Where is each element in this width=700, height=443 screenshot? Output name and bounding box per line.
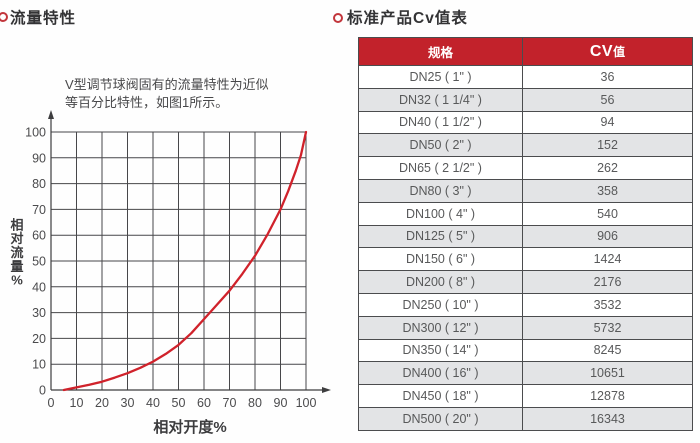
y-axis-label-char: % [11, 273, 23, 288]
x-axis-arrow-icon [322, 387, 331, 393]
cv-cell: 906 [522, 224, 693, 249]
cv-table-container: 规格 CV值 DN25 ( 1" ) 36 DN32 ( 1 1/4" ) 56 DN4… [358, 37, 693, 431]
table-row: DN250 ( 10" ) 3532 [358, 292, 693, 317]
table-row: DN25 ( 1" ) 36 [358, 65, 693, 89]
y-tick-label: 80 [32, 177, 46, 191]
table-row: DN125 ( 5" ) 906 [358, 224, 693, 249]
spec-cell: DN40 ( 1 1/2" ) [358, 110, 523, 135]
x-tick-label: 40 [146, 396, 160, 410]
y-tick-label: 40 [32, 280, 46, 294]
x-tick-label: 60 [197, 396, 211, 410]
spec-column-header: 规格 [358, 37, 523, 66]
y-axis-label-char: 相 [10, 217, 23, 232]
cv-cell: 3532 [522, 292, 693, 317]
spec-cell: DN100 ( 4" ) [358, 201, 523, 226]
y-axis-label-char: 流 [10, 245, 23, 260]
y-tick-label: 20 [32, 332, 46, 346]
cv-cell: 358 [522, 178, 693, 203]
table-row: DN300 ( 12" ) 5732 [358, 315, 693, 340]
cv-cell: 2176 [522, 270, 693, 294]
y-axis-label-char: 量 [10, 259, 23, 274]
y-tick-label: 0 [39, 384, 46, 398]
cv-cell: 94 [522, 110, 693, 135]
spec-cell: DN125 ( 5" ) [358, 224, 523, 249]
x-tick-label: 20 [95, 396, 109, 410]
table-row: DN50 ( 2" ) 152 [358, 133, 693, 158]
flow-characteristic-title: 流量特性 [10, 10, 77, 27]
spec-cell: DN32 ( 1 1/4" ) [358, 87, 523, 112]
table-row: DN80 ( 3" ) 358 [358, 178, 693, 203]
cv-table-title: 标准产品Cv值表 [347, 10, 468, 27]
cv-cell: 56 [522, 87, 693, 112]
y-tick-label: 60 [32, 229, 46, 243]
flow-curve [62, 130, 308, 392]
table-row: DN350 ( 14" ) 8245 [358, 338, 693, 363]
y-axis-arrow-icon [48, 110, 54, 119]
x-tick-label: 70 [223, 396, 237, 410]
chart-description-line1: V型调节球阀固有的流量特性为近似 [65, 77, 269, 92]
x-tick-label: 100 [296, 396, 317, 410]
spec-cell: DN400 ( 16" ) [358, 361, 523, 386]
cv-cell: 152 [522, 133, 693, 158]
cv-header-latin: CV [589, 42, 614, 60]
table-row: DN32 ( 1 1/4" ) 56 [358, 87, 693, 112]
spec-cell: DN65 ( 2 1/2" ) [358, 156, 523, 180]
chart-description: V型调节球阀固有的流量特性为近似 等百分比特性，如图1所示。 [65, 76, 269, 112]
spec-cell: DN150 ( 6" ) [358, 247, 523, 272]
table-row: DN500 ( 20" ) 16343 [358, 406, 693, 431]
cv-column-header: CV值 [522, 37, 693, 66]
table-header-row: 规格 CV值 [358, 37, 693, 66]
cv-header-cjk: 值 [613, 44, 626, 59]
table-row: DN100 ( 4" ) 540 [358, 201, 693, 226]
cv-cell: 16343 [522, 406, 693, 431]
x-tick-label: 50 [172, 396, 186, 410]
table-row: DN150 ( 6" ) 1424 [358, 247, 693, 272]
x-tick-label: 10 [70, 396, 84, 410]
spec-cell: DN200 ( 8" ) [358, 270, 523, 294]
y-tick-label: 100 [25, 126, 46, 140]
spec-cell: DN50 ( 2" ) [358, 133, 523, 158]
spec-cell: DN300 ( 12" ) [358, 315, 523, 340]
cv-cell: 10651 [522, 361, 693, 386]
y-tick-label: 50 [32, 255, 46, 269]
cv-cell: 5732 [522, 315, 693, 340]
spec-cell: DN25 ( 1" ) [358, 65, 523, 89]
chart-description-line2: 等百分比特性，如图1所示。 [65, 95, 229, 110]
y-tick-label: 30 [32, 306, 46, 320]
y-axis-label-char: 对 [10, 231, 23, 246]
spec-cell: DN500 ( 20" ) [358, 406, 523, 431]
cv-value-table: 规格 CV值 DN25 ( 1" ) 36 DN32 ( 1 1/4" ) 56 DN4… [358, 37, 693, 431]
spec-cell: DN250 ( 10" ) [358, 292, 523, 317]
spec-cell: DN450 ( 18" ) [358, 384, 523, 408]
section-bullet-icon [333, 13, 343, 23]
x-tick-label: 80 [248, 396, 262, 410]
table-row: DN200 ( 8" ) 2176 [358, 270, 693, 294]
table-row: DN400 ( 16" ) 10651 [358, 361, 693, 386]
y-tick-label: 90 [32, 151, 46, 165]
spec-cell: DN80 ( 3" ) [358, 178, 523, 203]
x-tick-label: 30 [121, 396, 135, 410]
cv-cell: 262 [522, 156, 693, 180]
y-tick-label: 10 [32, 358, 46, 372]
y-tick-label: 70 [32, 203, 46, 217]
cv-cell: 8245 [522, 338, 693, 363]
table-row: DN40 ( 1 1/2" ) 94 [358, 110, 693, 135]
cv-cell: 36 [522, 65, 693, 89]
flow-characteristic-chart: 0 10 20 30 40 50 60 70 80 90 100 0 10 20 30 40 50 60 70 80 9… [10, 110, 331, 436]
cv-cell: 12878 [522, 384, 693, 408]
x-tick-label: 0 [48, 396, 55, 410]
cv-cell: 540 [522, 201, 693, 226]
section-bullet-icon [0, 12, 8, 22]
table-row: DN450 ( 18" ) 12878 [358, 384, 693, 408]
cv-cell: 1424 [522, 247, 693, 272]
x-axis-label: 相对开度% [153, 418, 226, 436]
table-row: DN65 ( 2 1/2" ) 262 [358, 156, 693, 180]
spec-cell: DN350 ( 14" ) [358, 338, 523, 363]
x-tick-label: 90 [274, 396, 288, 410]
